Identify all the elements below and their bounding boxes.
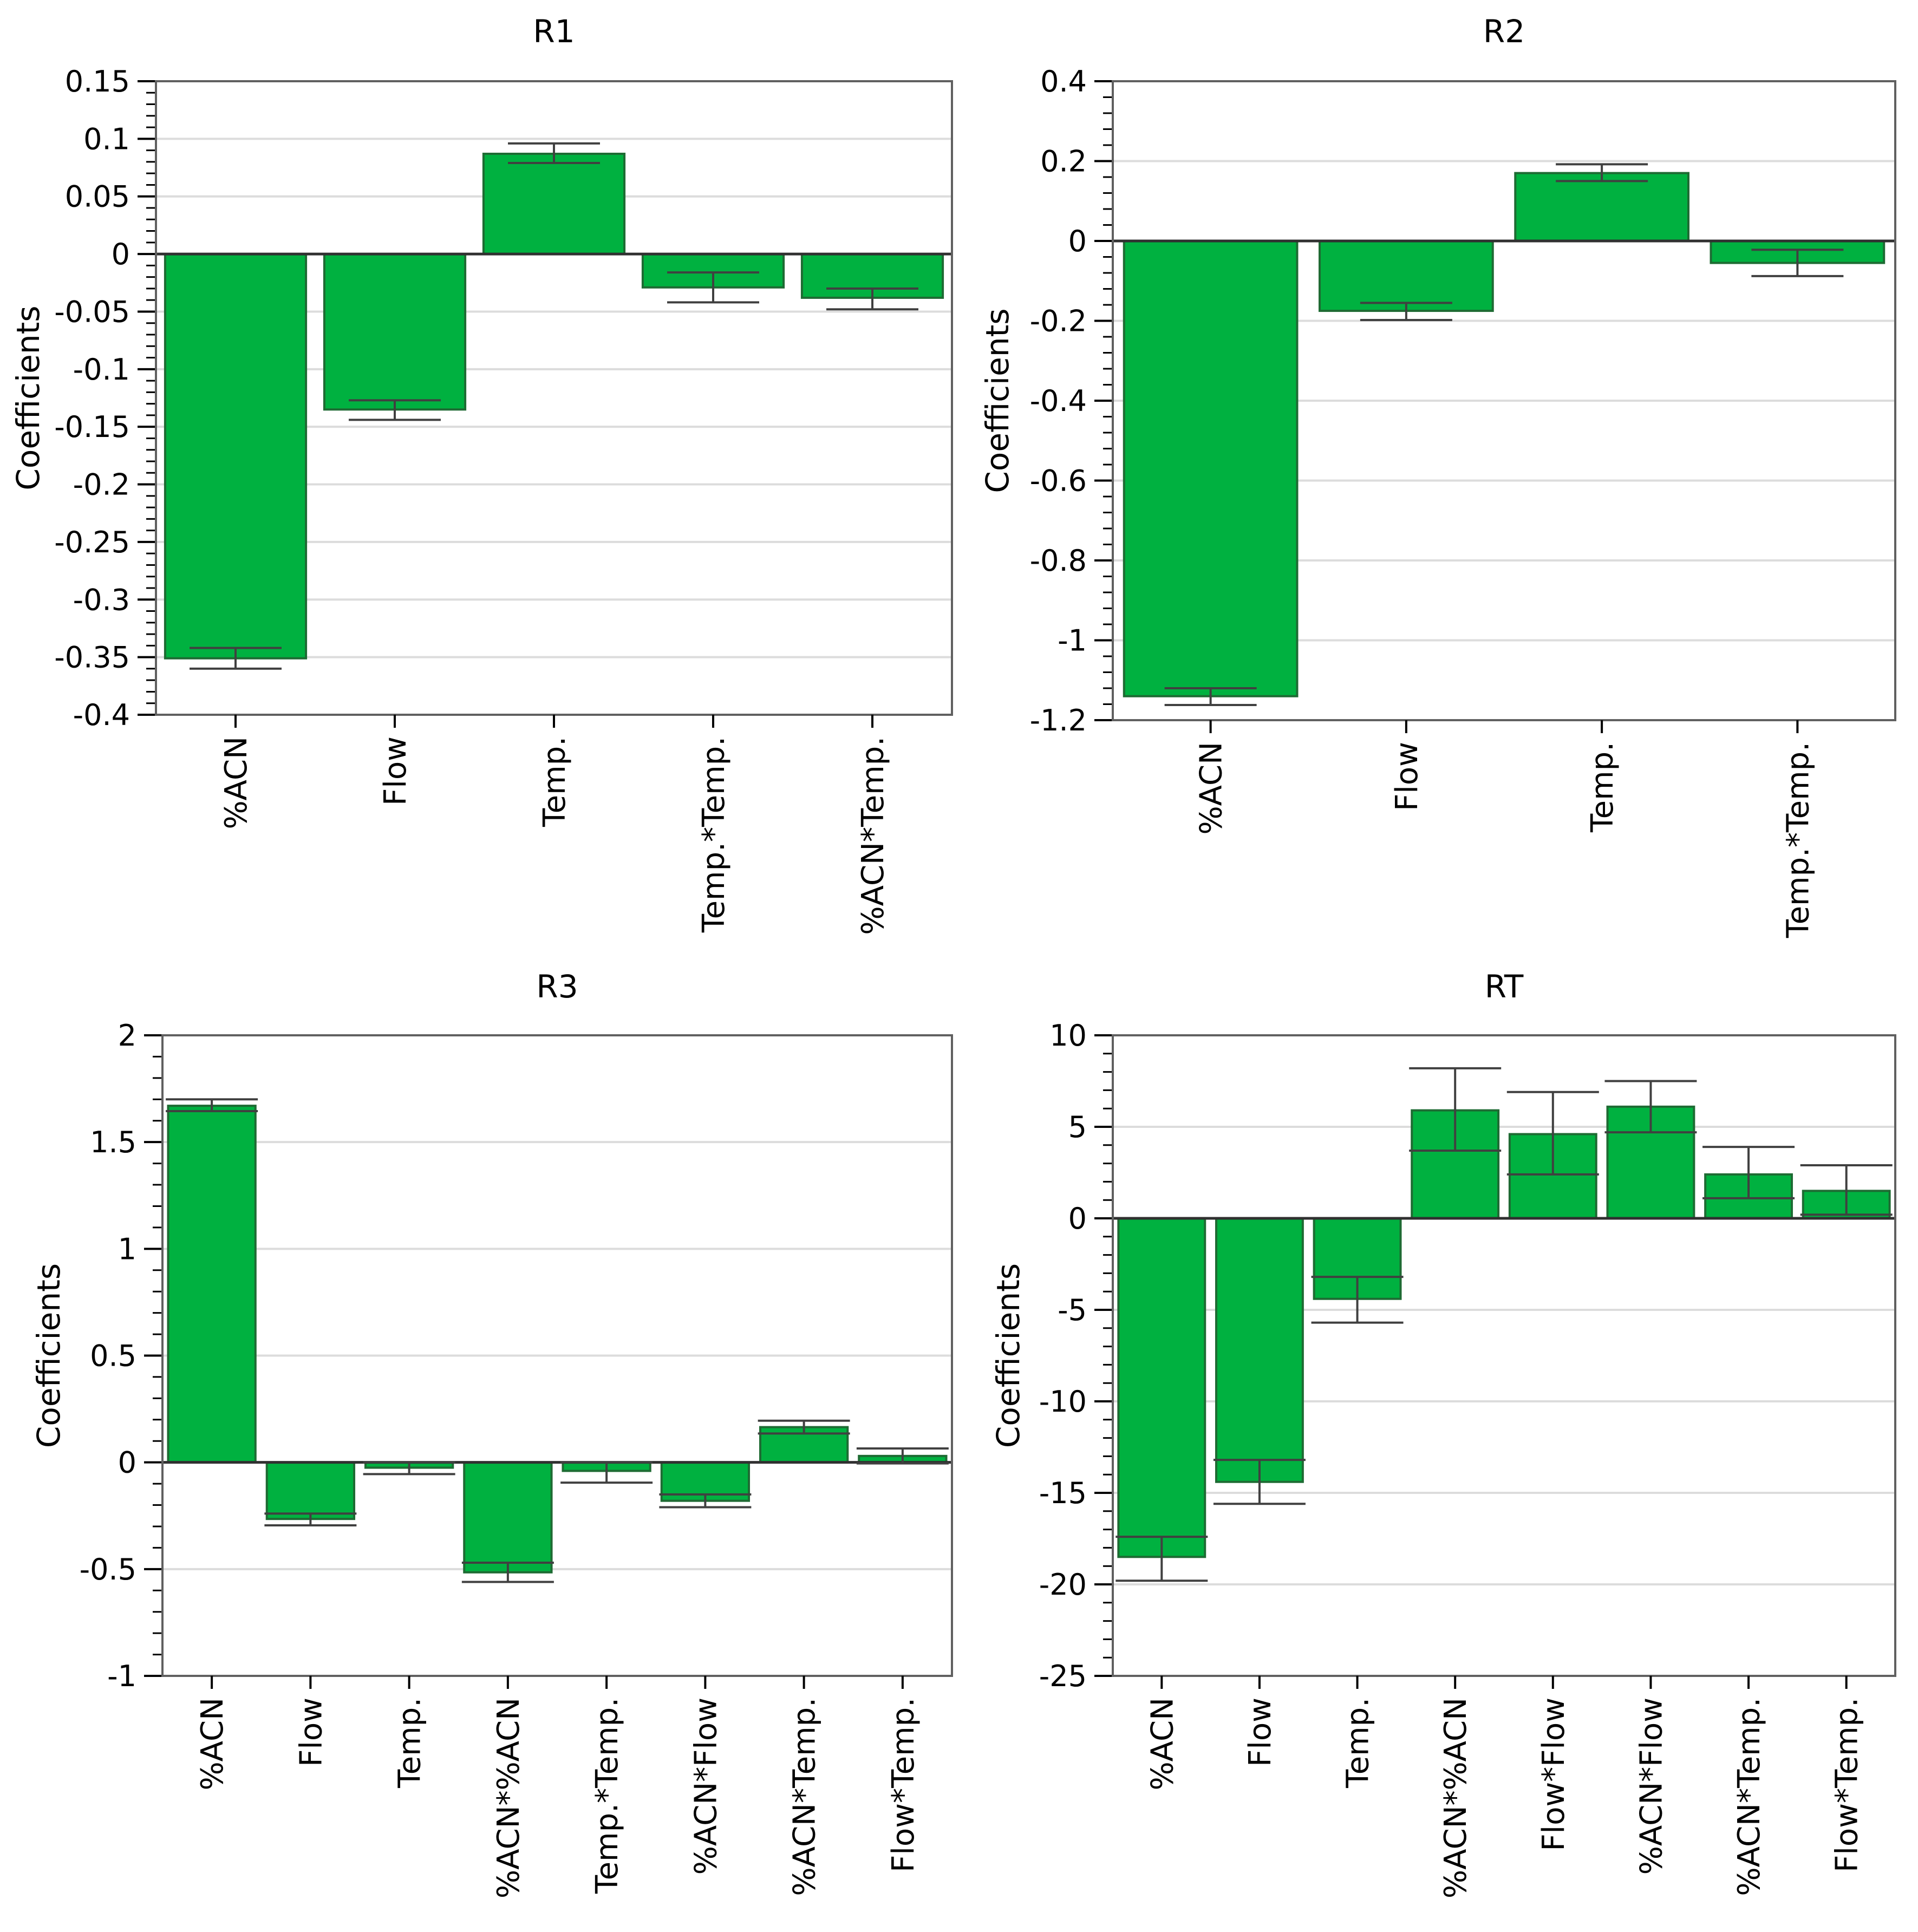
x-tick-label: Flow <box>1243 1698 1278 1767</box>
x-tick-label: %ACN <box>1145 1698 1180 1791</box>
chart-title: R1 <box>533 13 575 50</box>
y-axis-label: Coefficients <box>10 305 47 490</box>
y-tick-label: 0 <box>1068 224 1087 258</box>
chart-r3: R3 2 1.5 1 0.5 0 -0.5 -1 %ACN Flow Temp. %ACN*%ACN T… <box>30 968 953 1898</box>
bar-flow <box>1215 1217 1304 1483</box>
y-tick-label: -0.15 <box>54 410 130 444</box>
y-tick-label: -0.8 <box>1030 544 1087 578</box>
bar-flow <box>323 253 467 411</box>
y-tick-label: 1 <box>118 1232 136 1266</box>
chart-r2: R2 0.4 0.2 0 -0.2 -0.4 -0.6 -0.8 -1 -1.2 %ACN Flow T… <box>979 13 1896 938</box>
x-tick-label: Temp.*Temp. <box>696 736 732 933</box>
y-tick-label: -0.2 <box>1030 304 1087 338</box>
y-axis-label: Coefficients <box>30 1263 67 1448</box>
y-tick-label: -0.4 <box>73 698 130 732</box>
y-tick-label: 0.1 <box>83 122 130 156</box>
x-tick-label: %ACN*%ACN <box>1438 1698 1473 1898</box>
bar-flow <box>265 1461 356 1520</box>
y-tick-label: 1.5 <box>90 1125 136 1159</box>
y-tick-label: -0.25 <box>54 525 130 559</box>
y-tick-label: -20 <box>1039 1568 1087 1602</box>
x-tick-label: Temp. <box>1585 742 1620 833</box>
chart-rt: RT 10 5 0 -5 -10 -15 -20 -25 %ACN Flow Temp. %ACN*%A… <box>990 968 1896 1898</box>
bar--acn <box>164 253 308 660</box>
x-tick-label: %ACN <box>195 1698 230 1791</box>
x-tick-label: %ACN*%ACN <box>491 1698 526 1898</box>
y-tick-label: 0 <box>118 1446 136 1480</box>
y-tick-label: -10 <box>1039 1385 1087 1419</box>
plot-frame <box>1112 80 1896 721</box>
y-tick-label: -0.35 <box>54 641 130 675</box>
bar--acn <box>167 1105 257 1464</box>
x-tick-label: %ACN*Temp. <box>1732 1698 1767 1896</box>
bar--acn-acn <box>463 1461 553 1574</box>
x-tick-label: %ACN*Temp. <box>856 736 891 935</box>
bar-temp- <box>1313 1217 1402 1300</box>
x-tick-label: %ACN <box>1194 742 1229 835</box>
y-tick-label: 0.2 <box>1040 145 1087 179</box>
bar-flow <box>1319 240 1494 312</box>
x-tick-label: Flow <box>378 736 413 806</box>
y-tick-label: -0.5 <box>80 1552 136 1587</box>
x-tick-label: Temp. <box>1341 1698 1376 1789</box>
x-tick-label: Flow*Temp. <box>886 1698 921 1872</box>
y-tick-label: -0.1 <box>73 353 130 387</box>
y-tick-label: 5 <box>1068 1110 1087 1144</box>
y-tick-label: -15 <box>1039 1476 1087 1510</box>
y-tick-label: 0.4 <box>1040 64 1087 99</box>
x-tick-label: Flow <box>293 1698 329 1767</box>
x-tick-label: Temp. <box>537 736 572 827</box>
plot-frame <box>1112 1034 1896 1677</box>
chart-title: RT <box>1485 968 1524 1005</box>
y-axis-label: Coefficients <box>979 308 1016 493</box>
y-tick-label: 0.5 <box>90 1339 136 1373</box>
x-tick-label: Temp.*Temp. <box>590 1698 625 1894</box>
bar--acn <box>1117 1217 1206 1558</box>
x-tick-label: %ACN <box>219 736 254 830</box>
x-tick-label: Flow <box>1389 742 1425 811</box>
y-tick-label: -0.6 <box>1030 464 1087 498</box>
y-tick-label: -0.4 <box>1030 384 1087 418</box>
x-tick-label: Flow*Temp. <box>1830 1698 1865 1872</box>
y-tick-label: -0.3 <box>73 583 130 617</box>
y-tick-label: 0 <box>1068 1202 1087 1236</box>
y-tick-label: 0 <box>112 237 130 271</box>
x-tick-label: Flow*Flow <box>1536 1698 1571 1851</box>
bar-flow-flow <box>1508 1133 1597 1220</box>
y-tick-label: -1 <box>107 1659 136 1693</box>
chart-title: R3 <box>536 968 578 1005</box>
y-tick-label: -0.05 <box>54 295 130 329</box>
plot-frame <box>161 1034 953 1677</box>
x-tick-label: Temp.*Temp. <box>1780 742 1816 938</box>
bar-temp- <box>482 153 626 256</box>
y-tick-label: -25 <box>1039 1659 1087 1693</box>
y-tick-label: -1.2 <box>1030 703 1087 737</box>
x-tick-label: %ACN*Flow <box>1634 1698 1669 1875</box>
x-tick-label: Temp. <box>393 1698 428 1789</box>
bar-temp- <box>1514 172 1689 242</box>
y-tick-label: -5 <box>1058 1293 1087 1327</box>
y-tick-label: 2 <box>118 1019 136 1053</box>
chart-r1: R1 0.15 0.1 0.05 0 -0.05 -0.1 -0.15 -0.2 -0.25 -0.… <box>10 13 953 935</box>
bar--acn <box>1123 240 1299 697</box>
y-axis-label: Coefficients <box>990 1263 1027 1448</box>
x-tick-label: %ACN*Temp. <box>787 1698 823 1896</box>
y-tick-label: -0.2 <box>73 468 130 502</box>
x-tick-label: %ACN*Flow <box>688 1698 723 1875</box>
chart-title: R2 <box>1483 13 1525 50</box>
y-tick-label: 0.05 <box>65 180 130 214</box>
y-tick-label: 0.15 <box>65 64 130 99</box>
y-tick-label: -1 <box>1058 624 1087 658</box>
y-tick-label: 10 <box>1049 1019 1087 1053</box>
